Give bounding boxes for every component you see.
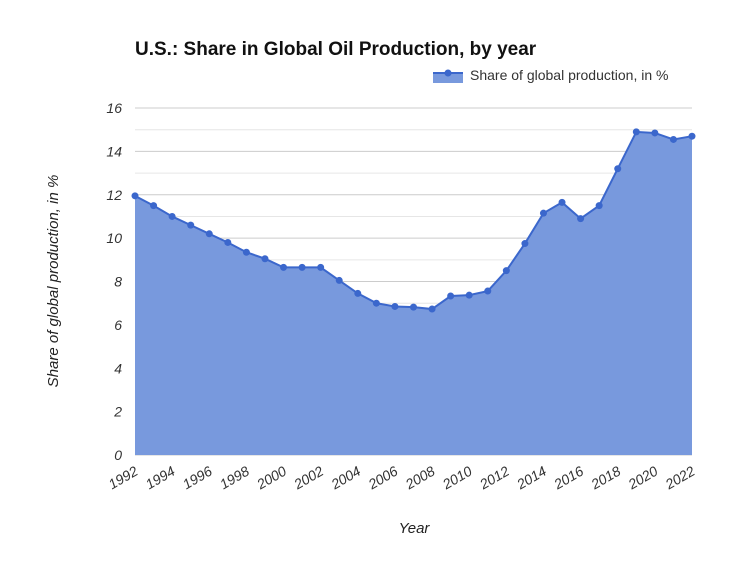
- y-tick-label: 4: [114, 360, 122, 376]
- data-point-2015: [558, 198, 566, 206]
- y-tick-label: 14: [106, 143, 122, 159]
- data-point-2019: [632, 128, 640, 136]
- x-axis-ticks: 1992 1994 1996 1998 2000 2002 2004 2006 2008 2010…: [106, 463, 698, 493]
- chart-title: U.S.: Share in Global Oil Production, by…: [135, 39, 537, 60]
- legend: Share of global production, in %: [433, 67, 668, 83]
- data-point-1992: [131, 192, 139, 200]
- x-tick-label: 2020: [625, 463, 661, 493]
- y-tick-label: 12: [106, 187, 122, 203]
- data-point-2014: [539, 209, 547, 217]
- x-tick-label: 2016: [550, 463, 586, 493]
- data-point-2020: [651, 129, 659, 137]
- data-point-1993: [150, 202, 158, 210]
- data-point-2012: [502, 267, 510, 275]
- x-tick-label: 1998: [217, 463, 252, 493]
- data-point-2002: [317, 263, 325, 271]
- x-tick-label: 2000: [253, 463, 289, 493]
- x-axis-label: Year: [399, 520, 431, 537]
- data-point-2005: [372, 299, 380, 307]
- data-point-2021: [669, 135, 677, 143]
- x-tick-label: 2010: [439, 463, 475, 493]
- data-point-2010: [465, 291, 473, 299]
- data-point-2006: [391, 302, 399, 310]
- x-tick-label: 2018: [587, 463, 623, 493]
- data-point-2008: [428, 305, 436, 313]
- data-point-2004: [354, 289, 362, 297]
- x-tick-label: 2006: [365, 463, 401, 493]
- data-point-2013: [521, 240, 529, 248]
- data-point-2003: [335, 276, 343, 284]
- area-fill: [135, 131, 692, 455]
- x-tick-label: 2002: [290, 463, 326, 493]
- x-tick-label: 1996: [180, 463, 215, 493]
- y-axis-label: Share of global production, in %: [45, 175, 62, 388]
- legend-marker: [444, 69, 452, 77]
- data-point-2009: [447, 292, 455, 300]
- y-tick-label: 0: [114, 447, 122, 463]
- data-point-1995: [187, 221, 195, 229]
- legend-swatch: [433, 72, 463, 83]
- legend-label: Share of global production, in %: [470, 67, 668, 83]
- y-tick-label: 10: [106, 230, 122, 246]
- data-point-1996: [205, 230, 213, 238]
- x-tick-label: 2012: [476, 463, 512, 493]
- y-axis-ticks: 0 2 4 6 8 10 12 14 16: [106, 100, 122, 463]
- data-point-2016: [577, 215, 585, 223]
- x-tick-label: 1992: [106, 463, 141, 493]
- x-tick-label: 2008: [402, 463, 438, 493]
- x-tick-label: 2022: [662, 463, 698, 493]
- y-tick-label: 8: [114, 274, 122, 290]
- data-point-2018: [614, 165, 622, 173]
- y-tick-label: 2: [113, 404, 122, 420]
- data-point-1998: [242, 248, 250, 256]
- data-point-1999: [261, 255, 269, 263]
- data-point-1997: [224, 238, 232, 246]
- data-point-2017: [595, 202, 603, 210]
- data-point-1994: [168, 212, 176, 220]
- data-point-2007: [410, 303, 417, 311]
- data-point-2001: [298, 263, 306, 271]
- x-tick-label: 1994: [143, 463, 178, 493]
- x-tick-label: 2014: [513, 463, 549, 493]
- y-tick-label: 16: [106, 100, 122, 116]
- data-point-2022: [688, 132, 696, 140]
- x-tick-label: 2004: [327, 463, 363, 493]
- y-tick-label: 6: [114, 317, 122, 333]
- data-point-2011: [484, 287, 492, 295]
- data-point-2000: [280, 263, 288, 271]
- plot-area: [131, 128, 696, 455]
